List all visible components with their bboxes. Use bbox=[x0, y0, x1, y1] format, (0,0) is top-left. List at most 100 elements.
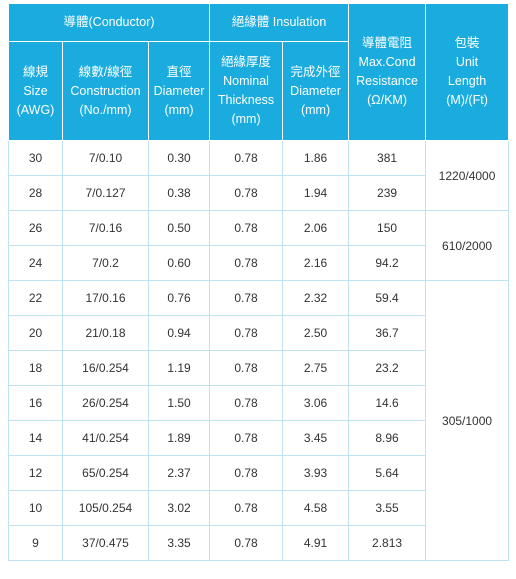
construction-header-en1: Construction bbox=[70, 83, 141, 98]
cell-outer-diameter: 2.32 bbox=[282, 280, 350, 316]
cell-thickness: 0.78 bbox=[209, 175, 284, 211]
cell-thickness: 0.78 bbox=[209, 455, 284, 491]
cell-construction: 16/0.254 bbox=[62, 350, 149, 386]
header-group-row: 導體(Conductor) 絕緣體 Insulation 導體電阻 Max.Co… bbox=[7, 3, 510, 141]
conductor-diameter-header: 直徑 Diameter (mm) bbox=[147, 41, 211, 141]
cell-resistance: 23.2 bbox=[348, 350, 427, 386]
cell-outer-diameter: 3.93 bbox=[282, 455, 350, 491]
cell-size: 16 bbox=[8, 385, 63, 421]
cell-outer-diameter: 2.16 bbox=[282, 245, 350, 281]
table-row: 24 7/0.2 0.60 0.78 2.16 94.2 bbox=[8, 245, 509, 281]
thickness-header: 絕緣厚度 Nominal Thickness (mm) bbox=[209, 41, 284, 141]
table-row: 12 65/0.254 2.37 0.78 3.93 5.64 bbox=[8, 455, 509, 491]
cell-construction: 7/0.10 bbox=[62, 140, 149, 176]
cell-construction: 21/0.18 bbox=[62, 315, 149, 351]
cell-diameter: 0.38 bbox=[147, 175, 211, 211]
cell-size: 26 bbox=[8, 210, 63, 246]
cell-resistance: 5.64 bbox=[348, 455, 427, 491]
cell-construction: 7/0.16 bbox=[62, 210, 149, 246]
table-row: 18 16/0.254 1.19 0.78 2.75 23.2 bbox=[8, 350, 509, 386]
cell-thickness: 0.78 bbox=[209, 140, 284, 176]
outer-diameter-header-en2: (mm) bbox=[300, 102, 331, 117]
cell-size: 24 bbox=[8, 245, 63, 281]
outer-diameter-header-en1: Diameter bbox=[290, 83, 341, 98]
cell-thickness: 0.78 bbox=[209, 385, 284, 421]
cell-diameter: 1.89 bbox=[147, 420, 211, 456]
table-row: 22 17/0.16 0.76 0.78 2.32 59.4 305/1000 bbox=[8, 280, 510, 561]
cell-diameter: 0.60 bbox=[147, 245, 211, 281]
packaging-header-en1: Unit bbox=[455, 55, 479, 69]
construction-header-en2: (No./mm) bbox=[79, 102, 132, 117]
table-row: 30 7/0.10 0.30 0.78 1.86 381 1220/4000 bbox=[8, 140, 510, 211]
table-header: 導體(Conductor) 絕緣體 Insulation 導體電阻 Max.Co… bbox=[7, 3, 510, 141]
resistance-header: 導體電阻 Max.Cond Resistance (Ω/KM) bbox=[348, 3, 427, 141]
cell-diameter: 0.50 bbox=[147, 210, 211, 246]
thickness-header-en2: Thickness bbox=[217, 93, 275, 107]
cell-resistance: 2.813 bbox=[348, 525, 427, 561]
size-header-zh: 線規 bbox=[22, 64, 48, 79]
outer-diameter-header: 完成外徑 Diameter (mm) bbox=[282, 41, 350, 141]
cell-construction: 26/0.254 bbox=[62, 385, 149, 421]
cell-size: 28 bbox=[8, 175, 63, 211]
cell-diameter: 0.30 bbox=[147, 140, 211, 176]
cell-thickness: 0.78 bbox=[209, 420, 284, 456]
cell-thickness: 0.78 bbox=[209, 525, 284, 561]
cell-packaging: 305/1000 bbox=[425, 280, 510, 561]
packaging-header-zh: 包裝 bbox=[454, 36, 480, 50]
cell-construction: 7/0.127 bbox=[62, 175, 149, 211]
cell-resistance: 59.4 bbox=[348, 280, 427, 316]
cell-outer-diameter: 1.86 bbox=[282, 140, 350, 176]
cell-resistance: 381 bbox=[348, 140, 427, 176]
cell-size: 18 bbox=[8, 350, 63, 386]
packaging-header-en2: Length bbox=[447, 74, 487, 88]
header-column-row: 線規 Size (AWG) 線數/線徑 Construction (No./mm… bbox=[8, 41, 509, 141]
resistance-header-en2: Resistance bbox=[356, 74, 418, 88]
cell-construction: 17/0.16 bbox=[62, 280, 149, 316]
conductor-diameter-header-en1: Diameter bbox=[153, 83, 205, 98]
cell-size: 10 bbox=[8, 490, 63, 526]
cell-outer-diameter: 3.06 bbox=[282, 385, 350, 421]
size-header-en1: Size bbox=[23, 83, 48, 98]
cell-size: 20 bbox=[8, 315, 63, 351]
outer-diameter-header-zh: 完成外徑 bbox=[290, 64, 341, 79]
size-header-en2: (AWG) bbox=[16, 102, 55, 117]
cell-construction: 37/0.475 bbox=[62, 525, 149, 561]
table-body: 30 7/0.10 0.30 0.78 1.86 381 1220/4000 2… bbox=[8, 140, 510, 561]
cell-outer-diameter: 2.06 bbox=[282, 210, 350, 246]
table-row: 14 41/0.254 1.89 0.78 3.45 8.96 bbox=[8, 420, 509, 456]
packaging-header-en3: (M)/(Ft) bbox=[446, 93, 488, 107]
cell-thickness: 0.78 bbox=[209, 280, 284, 316]
thickness-header-en1: Nominal bbox=[223, 74, 269, 88]
conductor-diameter-header-zh: 直徑 bbox=[166, 64, 192, 79]
cell-diameter: 1.19 bbox=[147, 350, 211, 386]
cell-resistance: 14.6 bbox=[348, 385, 427, 421]
cell-diameter: 3.35 bbox=[147, 525, 211, 561]
cell-resistance: 3.55 bbox=[348, 490, 427, 526]
cell-construction: 65/0.254 bbox=[62, 455, 149, 491]
cell-size: 9 bbox=[8, 525, 63, 561]
cell-resistance: 8.96 bbox=[348, 420, 427, 456]
cell-resistance: 94.2 bbox=[348, 245, 427, 281]
cell-resistance: 239 bbox=[348, 175, 427, 211]
construction-header: 線數/線徑 Construction (No./mm) bbox=[62, 41, 149, 141]
thickness-header-en3: (mm) bbox=[231, 112, 261, 126]
cell-thickness: 0.78 bbox=[209, 210, 284, 246]
cell-thickness: 0.78 bbox=[209, 315, 284, 351]
size-header: 線規 Size (AWG) bbox=[8, 41, 63, 141]
cell-diameter: 0.76 bbox=[147, 280, 211, 316]
cell-construction: 41/0.254 bbox=[62, 420, 149, 456]
wire-spec-table: 導體(Conductor) 絕緣體 Insulation 導體電阻 Max.Co… bbox=[7, 3, 510, 561]
resistance-header-en1: Max.Cond bbox=[358, 55, 416, 69]
cell-resistance: 36.7 bbox=[348, 315, 427, 351]
table-row: 26 7/0.16 0.50 0.78 2.06 150 610/2000 bbox=[8, 210, 510, 281]
packaging-header: 包裝 Unit Length (M)/(Ft) bbox=[425, 3, 510, 141]
resistance-header-zh: 導體電阻 bbox=[362, 36, 413, 50]
cell-packaging: 610/2000 bbox=[425, 210, 510, 281]
thickness-header-zh: 絕緣厚度 bbox=[221, 55, 272, 69]
construction-header-zh: 線數/線徑 bbox=[78, 64, 133, 79]
cell-thickness: 0.78 bbox=[209, 490, 284, 526]
cell-construction: 7/0.2 bbox=[62, 245, 149, 281]
cell-size: 22 bbox=[8, 280, 63, 316]
insulation-group-header: 絕緣體 Insulation bbox=[209, 3, 350, 42]
cell-outer-diameter: 2.50 bbox=[282, 315, 350, 351]
